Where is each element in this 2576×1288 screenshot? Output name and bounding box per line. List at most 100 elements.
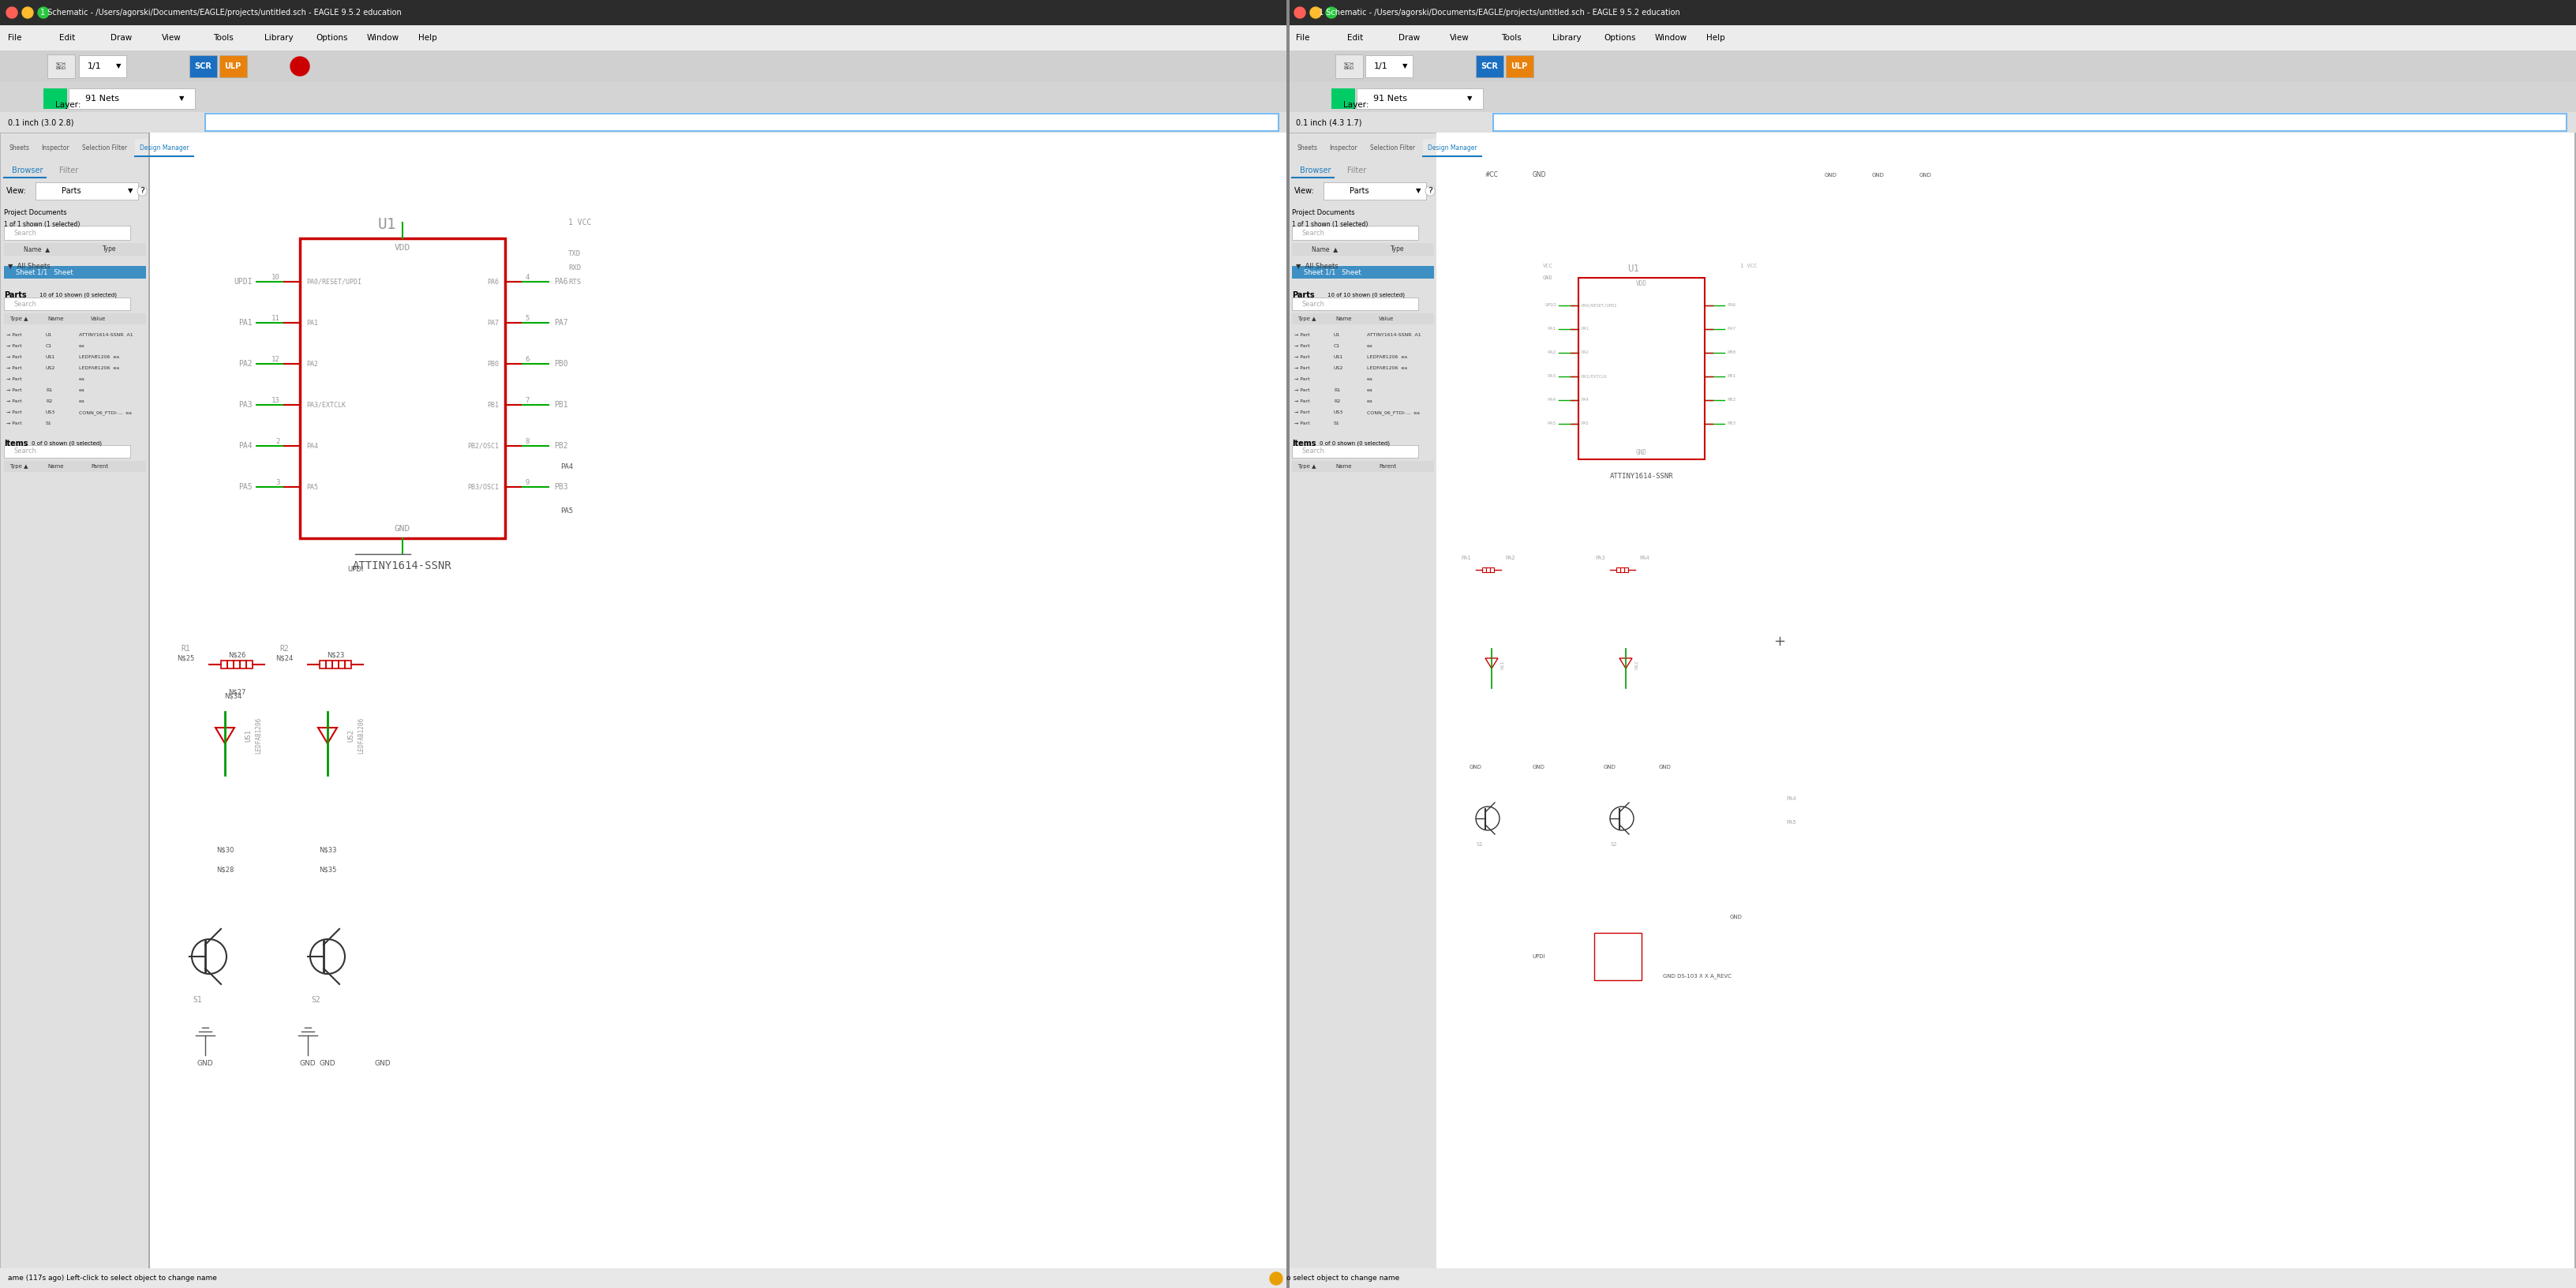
Text: PB3/OSC1: PB3/OSC1: [466, 483, 500, 491]
Text: PA6: PA6: [554, 278, 567, 286]
Text: 11: 11: [270, 314, 281, 322]
Bar: [332, 661, 337, 668]
Text: GND: GND: [1468, 765, 1481, 769]
Text: ATTINY1614-SSNR  A1: ATTINY1614-SSNR A1: [1368, 334, 1422, 337]
Bar: [1579, 278, 1705, 460]
Bar: [1332, 89, 1355, 109]
Text: → Part: → Part: [5, 334, 21, 337]
Text: SCH
BRD: SCH BRD: [1345, 62, 1355, 71]
Circle shape: [291, 57, 309, 76]
Bar: [1293, 265, 1435, 278]
Text: GND: GND: [374, 1060, 392, 1066]
Text: LEDFAB1206  ea: LEDFAB1206 ea: [1368, 367, 1406, 371]
Bar: [1422, 139, 1481, 156]
Text: → Part: → Part: [1293, 399, 1309, 403]
Text: 7: 7: [526, 397, 528, 403]
Text: PA1: PA1: [240, 319, 252, 327]
Text: PA7: PA7: [554, 319, 567, 327]
Text: RXD: RXD: [569, 265, 582, 272]
Bar: [219, 55, 247, 77]
Text: 1/1: 1/1: [88, 62, 100, 71]
Text: R1: R1: [46, 389, 52, 393]
Text: PA3: PA3: [1595, 555, 1605, 560]
Text: Parts: Parts: [5, 291, 26, 299]
Bar: [0, 26, 1288, 50]
Text: GND: GND: [196, 1060, 214, 1066]
Text: GND: GND: [1919, 173, 1932, 178]
Text: ea: ea: [80, 344, 85, 349]
Bar: [1620, 568, 1625, 572]
Text: 0 of 0 shown (0 selected): 0 of 0 shown (0 selected): [1319, 440, 1391, 446]
Text: Type ▲: Type ▲: [10, 464, 28, 469]
Bar: [240, 661, 247, 668]
Text: LEDFAB1206  ea: LEDFAB1206 ea: [80, 355, 118, 359]
Bar: [70, 89, 196, 109]
Text: GND: GND: [1731, 914, 1741, 920]
Text: PA2: PA2: [1504, 555, 1515, 560]
Bar: [247, 661, 252, 668]
Text: Type: Type: [103, 246, 116, 252]
Text: GND: GND: [299, 1060, 317, 1066]
Text: US1: US1: [245, 729, 252, 742]
Text: → Part: → Part: [5, 355, 21, 359]
Text: PB2/OSC1: PB2/OSC1: [466, 442, 500, 450]
Text: VDD: VDD: [1636, 281, 1646, 287]
Text: 10 of 10 shown (0 selected): 10 of 10 shown (0 selected): [39, 292, 116, 298]
Text: Type ▲: Type ▲: [1298, 317, 1316, 321]
Bar: [5, 461, 147, 471]
Text: ?: ?: [139, 187, 144, 194]
Text: N$34: N$34: [224, 693, 242, 699]
Circle shape: [1293, 8, 1306, 18]
Text: GND DS-103 X X A_REVC: GND DS-103 X X A_REVC: [1662, 974, 1731, 979]
Text: Design Manager: Design Manager: [139, 144, 188, 151]
Text: 6: 6: [526, 355, 528, 363]
Text: PB3: PB3: [554, 483, 567, 491]
Bar: [1285, 0, 1291, 1288]
Text: Browser: Browser: [13, 166, 44, 174]
Bar: [206, 113, 1278, 131]
Text: Search: Search: [15, 229, 36, 237]
Text: 91 Nets: 91 Nets: [85, 95, 118, 103]
Bar: [1293, 225, 1419, 240]
Text: US2: US2: [1334, 367, 1345, 371]
Text: 0.1 inch (4.3 1.7): 0.1 inch (4.3 1.7): [1296, 118, 1363, 126]
Text: PA7: PA7: [487, 319, 500, 326]
Text: Value: Value: [90, 317, 106, 321]
Text: → Part: → Part: [1293, 389, 1309, 393]
Text: Browser: Browser: [1301, 166, 1332, 174]
Text: ea: ea: [80, 389, 85, 393]
Text: → Part: → Part: [1293, 411, 1309, 415]
Text: ea: ea: [1368, 389, 1373, 393]
Text: 1 of 1 shown (1 selected): 1 of 1 shown (1 selected): [1293, 220, 1368, 228]
Text: Name  ▲: Name ▲: [23, 246, 49, 252]
Text: Design Manager: Design Manager: [1427, 144, 1476, 151]
Text: US3: US3: [46, 411, 57, 415]
Bar: [1288, 133, 1437, 1288]
Text: GND: GND: [1533, 171, 1546, 179]
Text: Sheets: Sheets: [1296, 144, 1316, 151]
Text: File: File: [8, 33, 21, 41]
Text: Sheets: Sheets: [8, 144, 28, 151]
Bar: [1358, 89, 1484, 109]
Text: 5: 5: [526, 314, 528, 322]
Text: N$26: N$26: [227, 652, 245, 658]
Text: ▼: ▼: [129, 188, 134, 194]
Text: ULP: ULP: [224, 62, 242, 71]
Circle shape: [5, 8, 18, 18]
Text: S2: S2: [312, 996, 319, 1003]
Text: → Part: → Part: [5, 344, 21, 349]
Text: ea: ea: [1368, 344, 1373, 349]
Text: PB0: PB0: [554, 359, 567, 368]
Bar: [5, 243, 147, 256]
Text: PB3: PB3: [1726, 422, 1736, 426]
Text: UPDI: UPDI: [234, 278, 252, 286]
Bar: [1494, 113, 2566, 131]
Text: PA4: PA4: [1641, 555, 1649, 560]
Text: U1: U1: [379, 216, 397, 232]
Text: Library: Library: [1553, 33, 1582, 41]
Text: Sheet 1/1   Sheet: Sheet 1/1 Sheet: [15, 269, 72, 276]
Text: U1: U1: [1628, 263, 1638, 273]
Text: TXD: TXD: [569, 251, 582, 258]
Text: → Part: → Part: [1293, 355, 1309, 359]
Text: Draw: Draw: [1399, 33, 1419, 41]
